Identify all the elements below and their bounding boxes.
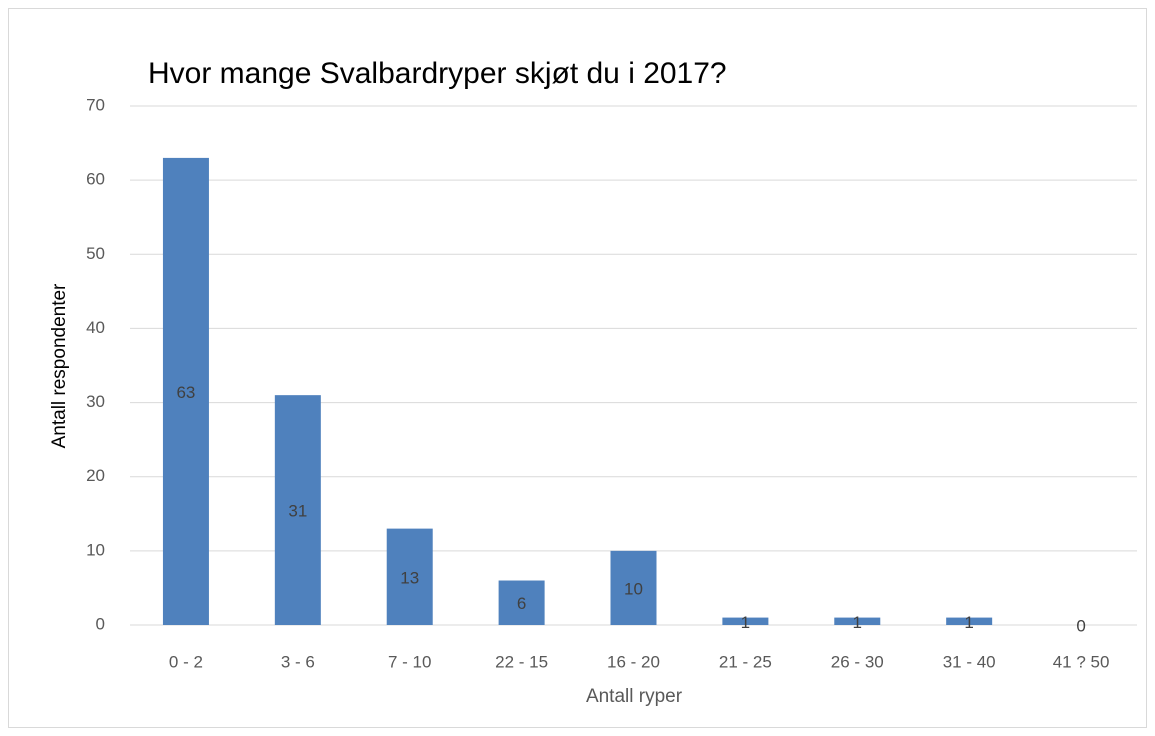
data-label: 0	[1076, 616, 1085, 635]
y-tick-label: 60	[86, 170, 105, 189]
y-tick-label: 50	[86, 244, 105, 263]
data-label: 1	[964, 613, 973, 632]
y-tick-label: 10	[86, 540, 105, 559]
data-label: 13	[400, 568, 419, 587]
bar	[386, 528, 433, 625]
x-tick-label: 26 - 30	[831, 652, 884, 671]
y-tick-label: 20	[86, 466, 105, 485]
bar	[274, 395, 321, 625]
x-tick-label: 16 - 20	[607, 652, 660, 671]
x-tick-label: 3 - 6	[281, 652, 315, 671]
x-tick-label: 22 - 15	[495, 652, 548, 671]
data-label: 10	[624, 579, 643, 598]
data-label: 1	[741, 613, 750, 632]
data-label: 1	[853, 613, 862, 632]
y-tick-label: 70	[86, 95, 105, 114]
bar	[834, 617, 881, 625]
y-axis-label: Antall respondenter	[49, 283, 70, 448]
x-tick-label: 31 - 40	[943, 652, 996, 671]
chart-title: Hvor mange Svalbardryper skjøt du i 2017…	[148, 57, 727, 90]
y-tick-label: 40	[86, 318, 105, 337]
data-label: 6	[517, 594, 526, 613]
x-tick-label: 41 ? 50	[1053, 652, 1110, 671]
y-tick-label: 30	[86, 392, 105, 411]
bar	[946, 617, 993, 625]
bar	[722, 617, 769, 625]
bar	[162, 157, 209, 625]
x-tick-label: 21 - 25	[719, 652, 772, 671]
bar	[498, 580, 545, 625]
y-tick-label: 0	[96, 614, 105, 633]
data-label: 63	[176, 383, 195, 402]
bar	[610, 550, 657, 625]
x-tick-label: 7 - 10	[388, 652, 431, 671]
data-label: 31	[288, 502, 307, 521]
x-axis-label: Antall ryper	[586, 686, 683, 707]
x-tick-label: 0 - 2	[169, 652, 203, 671]
